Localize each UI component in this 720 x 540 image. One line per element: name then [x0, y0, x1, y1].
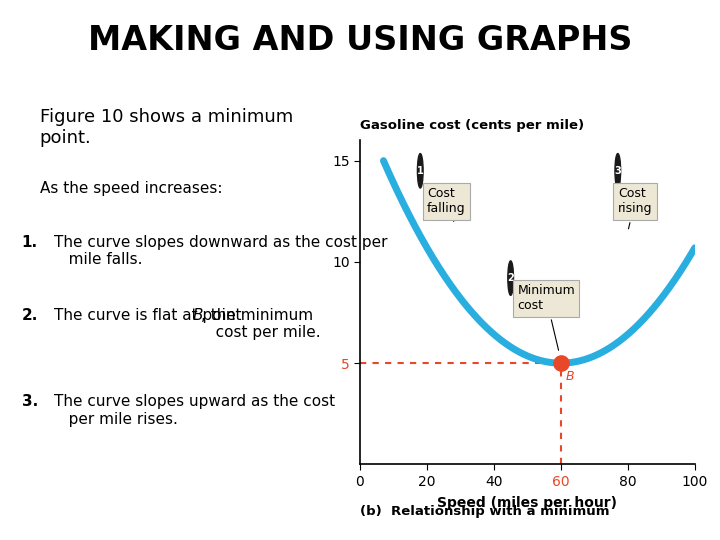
Text: 3.: 3.: [22, 394, 38, 409]
Circle shape: [508, 261, 513, 295]
Text: As the speed increases:: As the speed increases:: [40, 181, 222, 196]
Circle shape: [615, 153, 621, 188]
Circle shape: [418, 153, 423, 188]
Text: B: B: [566, 370, 575, 383]
Text: 2.: 2.: [22, 308, 38, 323]
Text: 1: 1: [417, 166, 423, 176]
Text: Figure 10 shows a minimum
point.: Figure 10 shows a minimum point.: [40, 108, 293, 147]
Text: Minimum
cost: Minimum cost: [518, 285, 575, 350]
Text: The curve is flat at point: The curve is flat at point: [54, 308, 246, 323]
X-axis label: Speed (miles per hour): Speed (miles per hour): [438, 496, 618, 510]
Text: 1.: 1.: [22, 235, 37, 250]
Text: , the minimum
   cost per mile.: , the minimum cost per mile.: [201, 308, 320, 340]
Point: [555, 359, 567, 367]
Text: 3: 3: [614, 166, 621, 176]
Text: The curve slopes downward as the cost per
   mile falls.: The curve slopes downward as the cost pe…: [54, 235, 387, 267]
Text: (b)  Relationship with a minimum: (b) Relationship with a minimum: [360, 505, 610, 518]
Text: Cost
falling: Cost falling: [427, 187, 466, 221]
Text: Cost
rising: Cost rising: [618, 187, 652, 229]
Text: 2: 2: [508, 273, 514, 283]
Text: Gasoline cost (cents per mile): Gasoline cost (cents per mile): [360, 119, 584, 132]
Text: The curve slopes upward as the cost
   per mile rises.: The curve slopes upward as the cost per …: [54, 394, 335, 427]
Text: MAKING AND USING GRAPHS: MAKING AND USING GRAPHS: [88, 24, 632, 57]
Text: B: B: [192, 308, 203, 323]
